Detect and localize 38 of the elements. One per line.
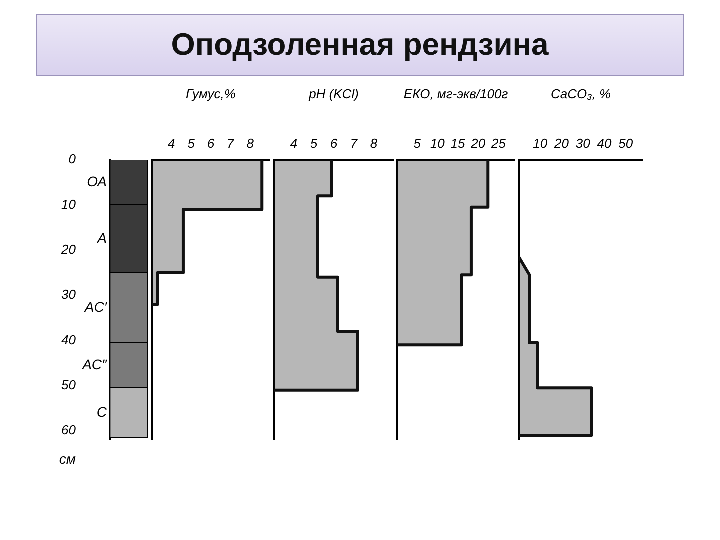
x-tick-label: 7 [350, 136, 358, 151]
x-tick-label: 40 [597, 136, 613, 151]
x-tick-label: 30 [576, 136, 592, 151]
x-tick-label: 5 [310, 136, 318, 151]
x-tick-label: 6 [330, 136, 338, 151]
x-tick-label: 25 [490, 136, 507, 151]
y-tick-label: 0 [68, 152, 77, 167]
x-tick-label: 4 [290, 136, 298, 151]
x-tick-label: 20 [554, 136, 570, 151]
y-axis-title: см [59, 450, 76, 467]
y-tick-label: 40 [62, 332, 77, 348]
x-axis-title: CaCO₃, % [550, 86, 612, 102]
y-tick-label: 20 [60, 242, 77, 257]
x-tick-label: 10 [533, 136, 548, 151]
x-tick-label: 8 [370, 136, 378, 151]
x-tick-label: 6 [207, 136, 216, 151]
y-tick-label: 10 [62, 196, 77, 212]
series-label: ОА [87, 173, 107, 190]
y-tick-label: 30 [62, 287, 77, 302]
x-axis-title: ЕКО, мг-экв/100г [404, 86, 509, 102]
series-label: AC′ [84, 298, 108, 315]
x-tick-label: 5 [188, 136, 196, 151]
y-tick-label: 50 [62, 377, 77, 392]
x-axis-title: Гумус,% [186, 86, 236, 102]
x-tick-label: 10 [430, 136, 446, 151]
series-label: А [96, 230, 107, 246]
x-tick-label: 20 [470, 136, 486, 151]
y-tick-label: 60 [62, 422, 77, 438]
x-tick-label: 4 [168, 136, 176, 151]
x-tick-label: 8 [246, 136, 255, 151]
x-tick-label: 15 [450, 136, 466, 151]
x-tick-label: 5 [414, 136, 422, 151]
x-axis-title: pH (KCl) [308, 86, 359, 102]
series-label: AC″ [82, 356, 108, 372]
chart-title: Оподзоленная рендзина [36, 14, 684, 76]
x-tick-label: 7 [227, 136, 236, 151]
series-label: C [96, 404, 108, 420]
x-tick-label: 50 [618, 136, 634, 151]
